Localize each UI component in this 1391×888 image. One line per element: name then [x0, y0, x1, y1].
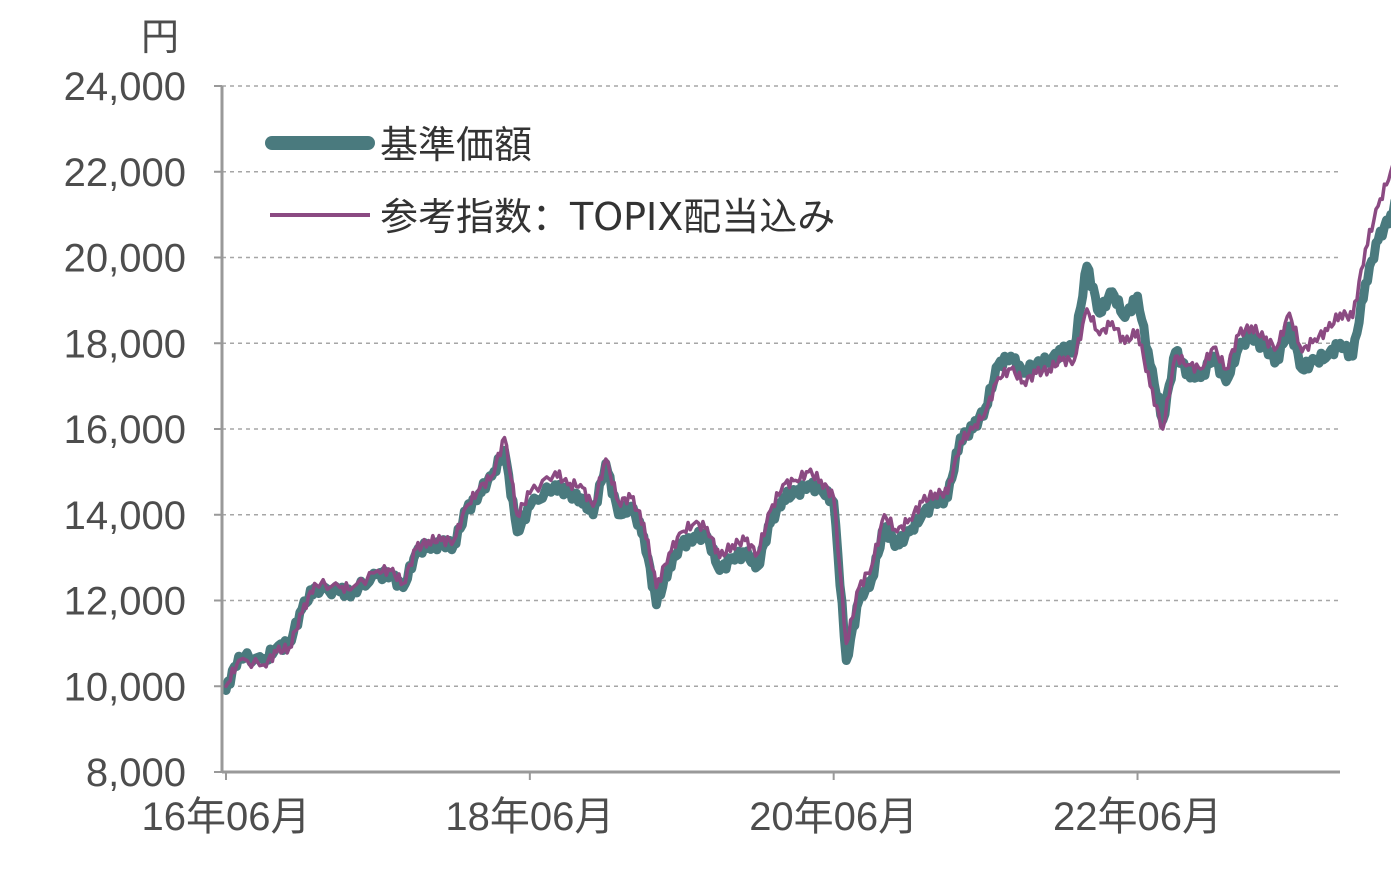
series-layer [221, 164, 1391, 695]
legend: 基準価額 参考指数：TOPIX配当込み [265, 123, 835, 239]
gridlines [222, 85, 1340, 687]
x-tick-label: 18年06月 [445, 795, 614, 839]
x-tick-label: 20年06月 [749, 795, 918, 839]
series-line-index [224, 164, 1391, 689]
legend-label-nav: 基準価額 [380, 123, 532, 167]
y-axis-unit: 円 [141, 15, 179, 59]
y-tick-label: 12,000 [64, 580, 186, 624]
y-tick-label: 18,000 [64, 322, 186, 366]
x-tick-label: 16年06月 [142, 795, 311, 839]
y-axis-ticks: 24,000 22,000 20,000 18,000 16,000 14,000 12,0… [64, 65, 222, 795]
y-tick-label: 14,000 [64, 494, 186, 538]
y-tick-label: 10,000 [64, 665, 186, 709]
y-tick-label: 20,000 [64, 237, 186, 281]
legend-label-index: 参考指数：TOPIX配当込み [380, 195, 835, 239]
x-tick-label: 22年06月 [1053, 795, 1222, 839]
series-line-nav [221, 198, 1391, 695]
y-tick-label: 16,000 [64, 408, 186, 452]
y-tick-label: 8,000 [86, 751, 186, 795]
y-tick-label: 24,000 [64, 65, 186, 109]
y-tick-label: 22,000 [64, 151, 186, 195]
x-axis-ticks: 16年06月 18年06月 20年06月 22年06月 [142, 772, 1222, 839]
